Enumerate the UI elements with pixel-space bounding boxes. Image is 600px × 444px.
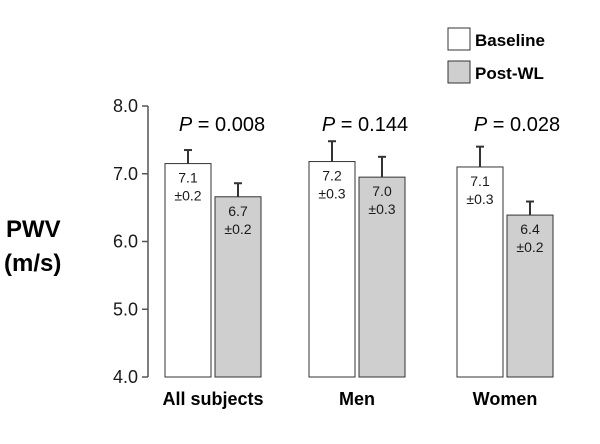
legend-swatch — [447, 27, 471, 51]
data-label: ±0.3 — [368, 201, 395, 217]
data-label: 7.1 — [470, 173, 490, 189]
y-tick-label: 5.0 — [113, 299, 138, 319]
data-label: 7.2 — [322, 168, 342, 184]
p-value-label: P = 0.008 — [179, 114, 265, 136]
bars: 7.1 ±0.2 7.2 ±0.3 7.1 ±0.3 6.7 ±0.2 7.0 ±0.3 6.4 ±0… — [164, 140, 554, 378]
y-tick-label: 7.0 — [113, 164, 138, 184]
data-label: 7.1 — [178, 170, 198, 186]
p-value-text: = 0.028 — [487, 114, 560, 136]
p-value-prefix: P — [322, 114, 336, 136]
p-value-prefix: P — [474, 114, 488, 136]
data-label: ±0.3 — [318, 186, 345, 202]
legend: Baseline Post-WL — [447, 27, 545, 84]
data-label: ±0.2 — [224, 221, 251, 237]
data-label: 6.7 — [228, 203, 248, 219]
legend-label: Baseline — [475, 31, 545, 50]
bar-post-wl-1 — [358, 176, 406, 378]
data-label: ±0.3 — [466, 191, 493, 207]
p-value-label: P = 0.144 — [322, 114, 408, 136]
y-tick-label: 8.0 — [113, 96, 138, 116]
category-labels: All subjects Men Women — [162, 389, 537, 409]
data-label: ±0.2 — [516, 239, 543, 255]
p-value-text: = 0.144 — [335, 114, 408, 136]
y-axis-label-line1: PWV — [6, 216, 61, 243]
legend-swatch — [447, 60, 471, 84]
bar-baseline-1 — [308, 161, 356, 378]
bar-baseline-0 — [164, 163, 212, 378]
y-tick-label: 6.0 — [113, 232, 138, 252]
p-value-text: = 0.008 — [192, 114, 265, 136]
p-values: P = 0.008 P = 0.144 P = 0.028 — [179, 114, 560, 136]
data-label: 7.0 — [372, 183, 392, 199]
y-tick-label: 4.0 — [113, 367, 138, 387]
data-label: ±0.2 — [174, 188, 201, 204]
category-label: All subjects — [162, 389, 263, 409]
bar-baseline-2 — [456, 166, 504, 378]
y-axis: 4.0 5.0 6.0 7.0 8.0 — [113, 96, 149, 387]
legend-label: Post-WL — [475, 64, 544, 83]
y-axis-label: PWV (m/s) — [4, 216, 61, 277]
p-value-label: P = 0.028 — [474, 114, 560, 136]
p-value-prefix: P — [179, 114, 193, 136]
category-label: Men — [339, 389, 375, 409]
y-axis-label-line2: (m/s) — [4, 250, 61, 277]
bar-post-wl-2 — [506, 214, 554, 378]
data-label: 6.4 — [520, 221, 540, 237]
category-label: Women — [473, 389, 538, 409]
